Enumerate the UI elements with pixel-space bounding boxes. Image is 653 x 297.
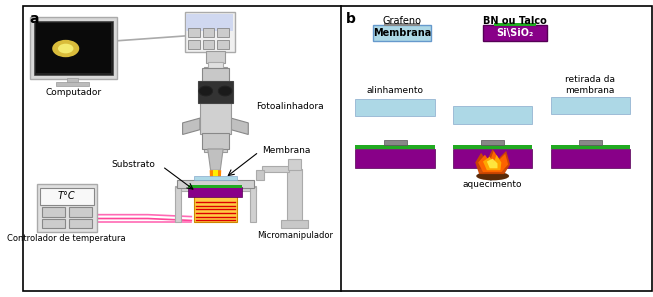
Bar [355, 145, 435, 149]
Bar [262, 166, 289, 172]
Bar [217, 28, 229, 37]
Bar [481, 140, 504, 145]
Bar [373, 25, 431, 41]
Ellipse shape [218, 86, 232, 96]
Text: Controlador de temperatura: Controlador de temperatura [7, 234, 126, 243]
Bar [36, 23, 111, 73]
Bar [194, 176, 236, 180]
Bar [42, 219, 65, 228]
Bar [550, 97, 629, 114]
Text: Substrato: Substrato [112, 160, 155, 169]
Ellipse shape [52, 40, 79, 57]
Bar [383, 23, 421, 26]
Polygon shape [487, 159, 498, 168]
Bar [177, 180, 254, 188]
Bar [355, 149, 435, 168]
Polygon shape [478, 151, 508, 172]
Text: BN ou Talco: BN ou Talco [483, 16, 547, 26]
Text: b: b [346, 12, 356, 26]
Polygon shape [210, 170, 221, 192]
Bar [175, 187, 181, 222]
Bar [203, 28, 214, 37]
Ellipse shape [58, 44, 73, 53]
Bar [453, 145, 532, 149]
Bar [69, 207, 92, 217]
Bar [37, 184, 97, 232]
Bar [189, 40, 200, 48]
Bar [281, 220, 308, 228]
Polygon shape [208, 149, 223, 170]
Text: Grafeno: Grafeno [383, 16, 421, 26]
Text: aquecimento: aquecimento [463, 180, 522, 189]
Bar [198, 81, 233, 103]
Polygon shape [212, 170, 218, 192]
Bar [453, 107, 532, 124]
Polygon shape [183, 118, 200, 135]
Bar [256, 170, 264, 180]
Bar [203, 40, 214, 48]
Bar [69, 219, 92, 228]
Bar [208, 62, 223, 68]
Bar [185, 12, 235, 52]
Polygon shape [212, 192, 218, 207]
Bar [250, 187, 256, 222]
Text: retirada da
membrana: retirada da membrana [565, 75, 615, 95]
Bar [189, 28, 200, 37]
Bar [453, 149, 532, 168]
Bar [217, 40, 229, 48]
Bar [483, 25, 547, 41]
Bar [194, 196, 236, 222]
Bar [30, 17, 117, 79]
Bar [204, 67, 227, 152]
Polygon shape [211, 192, 220, 207]
Bar [187, 14, 233, 31]
Bar [355, 99, 435, 116]
Text: T°C: T°C [58, 191, 76, 201]
Bar [42, 207, 65, 217]
Bar [67, 78, 78, 83]
Text: Micromanipulador: Micromanipulador [257, 231, 332, 240]
Text: Computador: Computador [46, 88, 101, 97]
Text: Si\SiO₂: Si\SiO₂ [496, 28, 534, 38]
Bar [56, 82, 89, 86]
Bar [383, 140, 407, 145]
Polygon shape [231, 118, 248, 135]
Bar [206, 51, 225, 63]
Polygon shape [483, 155, 502, 170]
Bar [550, 145, 629, 149]
Bar [189, 185, 242, 188]
Bar [288, 159, 302, 170]
Text: Membrana: Membrana [373, 28, 431, 38]
Bar [494, 23, 536, 26]
Ellipse shape [199, 86, 212, 96]
Text: alinhamento: alinhamento [366, 86, 424, 95]
Ellipse shape [476, 172, 509, 180]
Bar [202, 68, 229, 83]
Bar [550, 149, 629, 168]
Bar [34, 21, 113, 75]
Bar [189, 187, 242, 197]
Text: Membrana: Membrana [262, 146, 310, 155]
Bar [40, 188, 94, 205]
Bar [200, 102, 231, 134]
Text: Fotoalinhadora: Fotoalinhadora [256, 102, 324, 111]
Text: a: a [29, 12, 39, 26]
Bar [175, 186, 256, 192]
Bar [202, 132, 229, 149]
Polygon shape [475, 149, 510, 174]
Bar [579, 140, 602, 145]
Bar [287, 169, 302, 222]
